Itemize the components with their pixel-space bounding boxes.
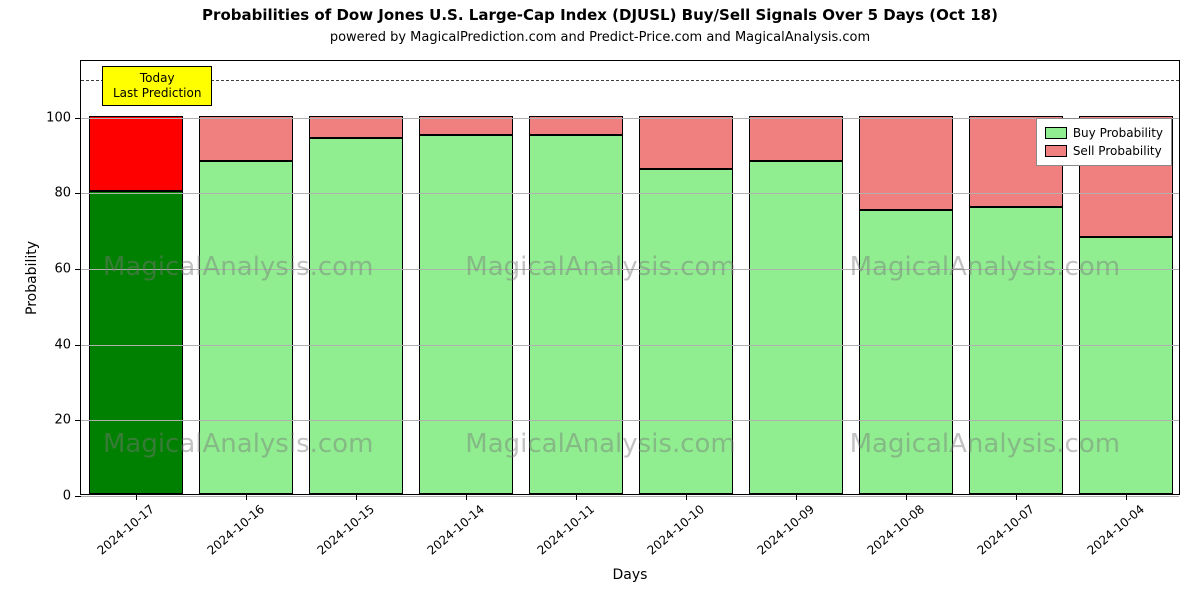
legend-label: Buy Probability <box>1073 124 1163 142</box>
chart-container: Probabilities of Dow Jones U.S. Large-Ca… <box>0 0 1200 600</box>
bar-segment-buy <box>859 210 954 494</box>
bar-group <box>749 61 844 494</box>
bar-group <box>639 61 734 494</box>
bar-group <box>859 61 954 494</box>
x-tick-mark <box>576 494 577 500</box>
bar-segment-sell <box>199 116 294 161</box>
x-tick-label: 2024-10-11 <box>527 502 597 564</box>
x-tick-label: 2024-10-10 <box>637 502 707 564</box>
grid-line <box>81 269 1179 270</box>
legend-swatch <box>1045 145 1067 157</box>
y-tick-label: 40 <box>54 337 71 352</box>
today-annotation-line1: Today <box>113 71 201 86</box>
plot-area: 020406080100MagicalAnalysis.comMagicalAn… <box>80 60 1180 495</box>
bar-segment-sell <box>749 116 844 161</box>
x-tick-label: 2024-10-08 <box>857 502 927 564</box>
x-tick-mark <box>1016 494 1017 500</box>
y-tick-label: 20 <box>54 413 71 428</box>
x-tick-label: 2024-10-16 <box>197 502 267 564</box>
y-tick-mark <box>75 496 81 497</box>
x-tick-label: 2024-10-17 <box>87 502 157 564</box>
y-tick-label: 60 <box>54 262 71 277</box>
chart-subtitle: powered by MagicalPrediction.com and Pre… <box>0 30 1200 45</box>
x-tick-mark <box>1126 494 1127 500</box>
today-annotation: Today Last Prediction <box>102 66 212 106</box>
legend-item: Sell Probability <box>1045 142 1163 160</box>
bar-group <box>529 61 624 494</box>
grid-line <box>81 193 1179 194</box>
grid-line <box>81 345 1179 346</box>
legend: Buy ProbabilitySell Probability <box>1036 118 1172 166</box>
legend-swatch <box>1045 127 1067 139</box>
x-tick-label: 2024-10-07 <box>967 502 1037 564</box>
grid-line <box>81 420 1179 421</box>
y-tick-mark <box>75 193 81 194</box>
y-tick-label: 0 <box>63 489 71 504</box>
y-tick-mark <box>75 269 81 270</box>
x-tick-mark <box>466 494 467 500</box>
x-tick-label: 2024-10-15 <box>307 502 377 564</box>
chart-title: Probabilities of Dow Jones U.S. Large-Ca… <box>0 6 1200 24</box>
bar-segment-buy <box>639 169 734 494</box>
x-tick-mark <box>796 494 797 500</box>
x-tick-mark <box>136 494 137 500</box>
bar-segment-sell <box>859 116 954 211</box>
bar-group <box>309 61 404 494</box>
grid-line <box>81 118 1179 119</box>
x-tick-label: 2024-10-09 <box>747 502 817 564</box>
legend-label: Sell Probability <box>1073 142 1162 160</box>
y-axis-label: Probability <box>24 240 40 314</box>
bar-segment-buy <box>199 161 294 494</box>
x-tick-mark <box>686 494 687 500</box>
bar-segment-buy <box>749 161 844 494</box>
today-annotation-line2: Last Prediction <box>113 86 201 101</box>
bar-group <box>89 61 184 494</box>
bar-segment-buy <box>529 135 624 494</box>
bars-layer <box>81 61 1179 494</box>
y-tick-label: 80 <box>54 186 71 201</box>
bar-group <box>419 61 514 494</box>
bar-segment-buy <box>89 191 184 494</box>
bar-segment-buy <box>309 138 404 494</box>
legend-item: Buy Probability <box>1045 124 1163 142</box>
bar-segment-sell <box>89 116 184 192</box>
x-axis-label: Days <box>613 567 648 583</box>
bar-segment-sell <box>639 116 734 169</box>
x-tick-mark <box>906 494 907 500</box>
x-tick-mark <box>246 494 247 500</box>
x-tick-label: 2024-10-14 <box>417 502 487 564</box>
x-tick-mark <box>356 494 357 500</box>
bar-segment-buy <box>419 135 514 494</box>
y-tick-label: 100 <box>46 110 71 125</box>
bar-segment-buy <box>1079 237 1174 494</box>
y-tick-mark <box>75 118 81 119</box>
y-tick-mark <box>75 420 81 421</box>
bar-group <box>199 61 294 494</box>
reference-line <box>81 80 1179 81</box>
x-tick-label: 2024-10-04 <box>1077 502 1147 564</box>
bar-segment-sell <box>309 116 404 139</box>
bar-segment-buy <box>969 207 1064 494</box>
y-tick-mark <box>75 345 81 346</box>
